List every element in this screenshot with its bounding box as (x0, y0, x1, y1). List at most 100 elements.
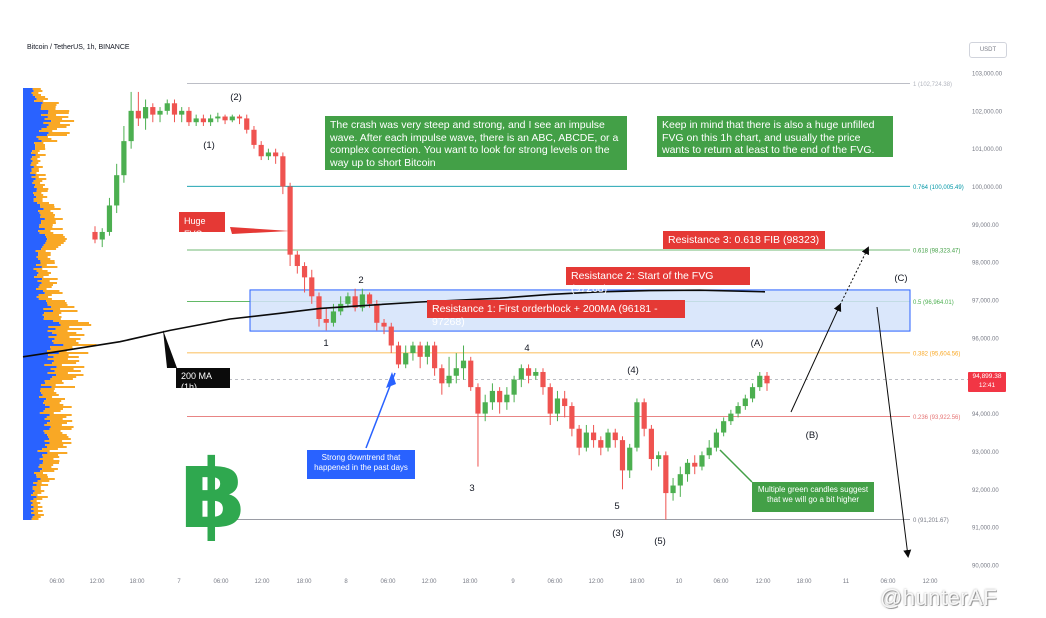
ma-pointer (163, 330, 177, 368)
candle-down (309, 277, 315, 297)
volume-bar-buy (23, 422, 48, 424)
volume-bar-sell (40, 260, 55, 262)
volume-bar-buy (23, 244, 44, 246)
volume-bar-buy (23, 454, 43, 456)
volume-bar-sell (42, 278, 58, 280)
volume-bar-buy (23, 280, 38, 282)
axes: 103,000.00 102,000.00 101,000.00 100,000.00… (49, 72, 1002, 586)
volume-bar-sell (32, 182, 41, 184)
volume-bar-buy (23, 114, 42, 116)
volume-bar-buy (23, 406, 50, 408)
volume-bar-buy (23, 224, 40, 226)
candle-up (99, 231, 105, 240)
time-tick: 12:00 (922, 579, 938, 585)
candle-up (749, 387, 756, 399)
wave-label: 5 (614, 501, 619, 512)
volume-bar-buy (23, 314, 43, 316)
candle-up (511, 379, 517, 395)
volume-bar-sell (45, 382, 64, 384)
volume-bar-buy (23, 396, 39, 398)
volume-bar-sell (45, 234, 64, 236)
candle-up (446, 375, 452, 384)
green-candles-note: Multiple green candles suggest that we w… (752, 482, 874, 512)
volume-bar-sell (36, 196, 48, 198)
fib-label: 1 (102,724.38) (913, 82, 952, 88)
candle-down (236, 116, 243, 119)
volume-bar-sell (40, 108, 56, 110)
candle-up (504, 394, 510, 403)
volume-bar-buy (23, 290, 43, 292)
volume-bar-sell (38, 466, 52, 468)
volume-bar-sell (30, 158, 38, 160)
volume-bar-buy (23, 362, 53, 364)
volume-bar-buy (23, 296, 37, 298)
volume-bar-buy (23, 96, 36, 98)
volume-bar-buy (23, 328, 56, 330)
volume-bar-sell (53, 356, 79, 358)
volume-bar-buy (23, 320, 54, 322)
candle-down (366, 294, 373, 304)
volume-bar-sell (35, 154, 46, 156)
candle-up (215, 116, 221, 119)
volume-bar-sell (31, 92, 39, 94)
volume-bar-buy (23, 210, 39, 212)
volume-bar-buy (23, 336, 49, 338)
volume-bar-sell (43, 430, 61, 432)
volume-bar-sell (47, 238, 67, 240)
volume-bar-buy (23, 302, 47, 304)
bitcoin-logo-icon: ฿ (180, 440, 247, 550)
candle-down (569, 406, 575, 429)
currency-selector[interactable]: USDT (969, 42, 1007, 58)
candle-down (619, 440, 626, 471)
volume-bar-buy (23, 112, 49, 114)
candle-up (265, 152, 272, 157)
volume-bar-sell (47, 304, 68, 306)
volume-bar-buy (23, 450, 38, 452)
fvg-note: Keep in mind that there is also a huge u… (657, 116, 893, 157)
candle-down (417, 345, 423, 357)
volume-bar-buy (23, 92, 32, 94)
volume-bar-buy (23, 166, 34, 168)
resistance-3-label: Resistance 3: 0.618 FIB (98323) (663, 231, 825, 249)
wave-label: 2 (358, 275, 363, 286)
candle-up (742, 398, 748, 407)
volume-bar-sell (36, 296, 49, 298)
volume-bar-buy (23, 374, 57, 376)
candle-down (92, 231, 98, 240)
time-tick: 18:00 (629, 579, 645, 585)
volume-bar-sell (41, 220, 56, 222)
volume-bar-sell (44, 380, 63, 382)
volume-bar-buy (23, 142, 35, 144)
wave-label: (1) (203, 140, 215, 151)
volume-bar-sell (38, 230, 51, 232)
volume-bar-sell (46, 416, 67, 418)
price-tick: 100,000.00 (972, 185, 1003, 191)
candle-up (627, 447, 633, 471)
volume-bar-buy (23, 316, 45, 318)
volume-bar-sell (34, 142, 44, 144)
volume-bar-sell (41, 114, 57, 116)
volume-bar-sell (47, 134, 67, 136)
volume-bar-buy (23, 340, 53, 342)
volume-bar-sell (33, 90, 43, 92)
volume-bar-sell (36, 98, 48, 100)
volume-bar-sell (35, 146, 45, 148)
candle-down (612, 432, 618, 441)
volume-bar-sell (47, 358, 68, 360)
symbol-title[interactable]: Bitcoin / TetherUS, 1h, BINANCE (27, 44, 130, 51)
volume-bar-sell (35, 184, 45, 186)
volume-bar-buy (23, 204, 41, 206)
volume-bar-sell (35, 178, 47, 180)
volume-bar-sell (42, 314, 59, 316)
volume-bar-buy (23, 128, 42, 130)
volume-bar-buy (23, 200, 34, 202)
volume-bar-buy (23, 506, 34, 508)
time-tick: 8 (344, 579, 348, 585)
price-tick: 93,000.00 (972, 450, 999, 456)
volume-bar-buy (23, 240, 47, 242)
volume-bar-buy (23, 258, 38, 260)
huge-fvg-label: Huge FVG (179, 212, 225, 239)
volume-bar-sell (51, 306, 75, 308)
volume-bar-buy (23, 480, 38, 482)
candle-up (179, 110, 185, 115)
